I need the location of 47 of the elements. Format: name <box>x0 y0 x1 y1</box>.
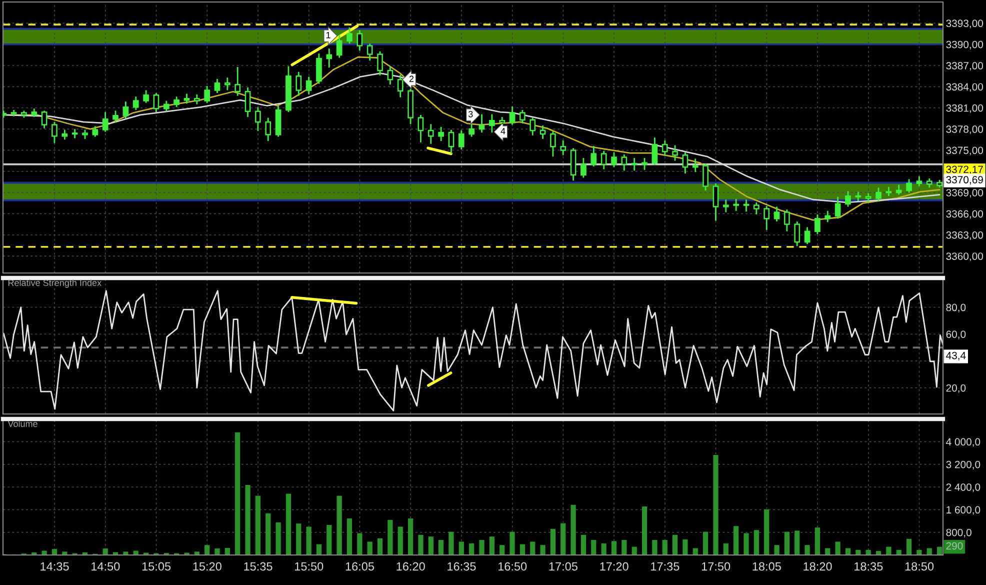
text: 3370,69 <box>946 176 983 185</box>
y-tick-label: 3378,00 <box>946 126 984 134</box>
y-tick-label: 3360,00 <box>946 252 984 262</box>
annotation: 3 <box>468 110 473 118</box>
x-tick-label: 14:35 <box>40 562 69 571</box>
y-tick-label: 3 200,0 <box>946 460 980 470</box>
x-tick-label: 15:35 <box>244 562 272 571</box>
y-tick-label: 3387,00 <box>946 62 984 71</box>
x-tick-label: 17:50 <box>702 562 730 571</box>
x-tick-label: 15:50 <box>294 562 324 571</box>
annotation: 2 <box>409 76 414 82</box>
x-tick-label: 14:50 <box>92 562 120 571</box>
y-tick-label: 4 000,0 <box>946 438 980 447</box>
y-tick-label: 3366,00 <box>946 210 984 219</box>
y-tick-label: 3390,00 <box>946 40 984 50</box>
x-tick-label: 16:20 <box>396 562 425 571</box>
x-tick-label: 16:05 <box>346 562 374 571</box>
y-tick-label: 3363,00 <box>946 231 984 240</box>
y-tick-label: 20,0 <box>946 384 966 393</box>
y-tick-label: 2 400,0 <box>946 484 980 492</box>
x-tick-label: 16:50 <box>498 562 527 571</box>
annotation: 4 <box>500 128 506 134</box>
y-tick-label: 3381,00 <box>946 104 984 113</box>
chart-title: Relative Strength Index <box>8 279 102 288</box>
annotation: 1 <box>326 32 330 38</box>
x-tick-label: 15:20 <box>193 562 222 571</box>
y-tick-label: 3393,00 <box>946 20 984 28</box>
x-tick-label: 18:20 <box>804 562 832 571</box>
x-tick-label: 18:35 <box>854 562 883 571</box>
x-tick-label: 17:05 <box>549 562 578 571</box>
x-tick-label: 15:05 <box>142 562 171 571</box>
y-tick-label: 1 600,0 <box>946 506 980 515</box>
x-tick-label: 18:50 <box>905 562 934 571</box>
x-tick-label: 17:20 <box>600 562 628 571</box>
y-tick-label: 80,0 <box>946 304 966 312</box>
y-tick-label: 60,0 <box>946 330 966 340</box>
x-tick-label: 16:35 <box>448 562 476 571</box>
y-tick-label: 3369,00 <box>946 189 984 198</box>
y-tick-label: 3384,00 <box>946 83 984 92</box>
annotation: 290 <box>946 542 963 550</box>
x-tick-label: 18:05 <box>752 562 781 571</box>
annotation: 43,4 <box>946 352 966 360</box>
chart-title: Volume <box>8 420 38 427</box>
x-tick-label: 17:35 <box>651 562 680 571</box>
y-tick-label: 3375,00 <box>946 146 984 156</box>
text: 3372,17 <box>946 166 983 174</box>
y-tick-label: 800,0 <box>946 528 972 538</box>
